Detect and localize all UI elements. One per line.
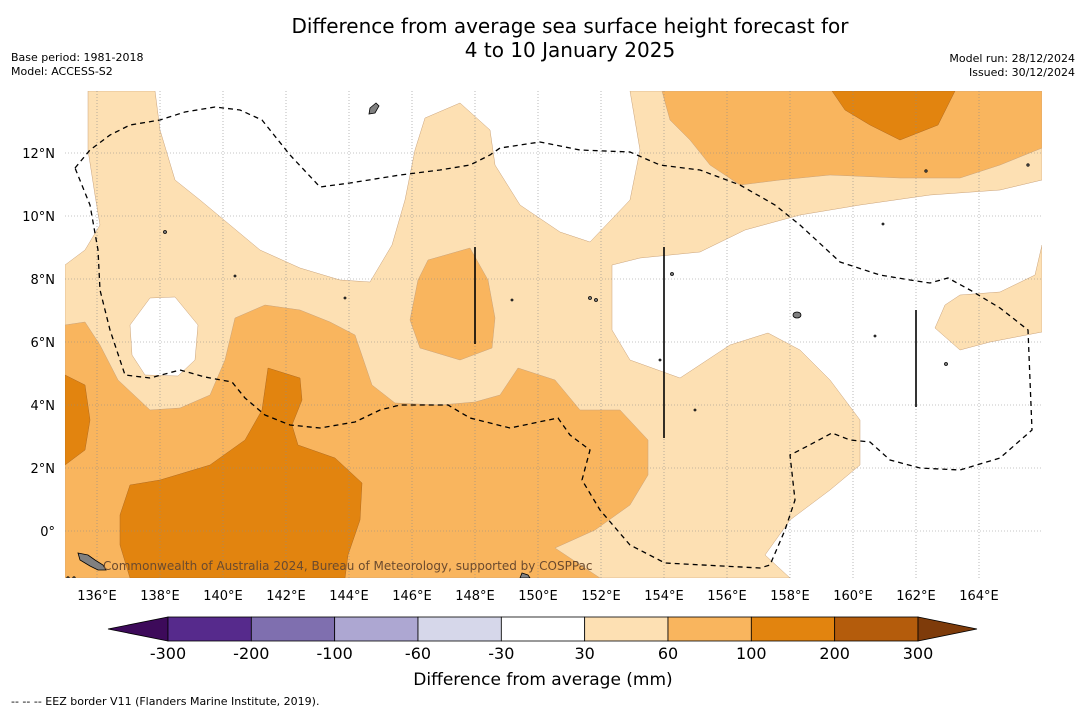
lon-label: 142°E bbox=[266, 589, 306, 604]
lon-label: 160°E bbox=[833, 589, 873, 604]
base-period: Base period: 1981-2018 bbox=[11, 51, 144, 64]
colorbar-bin bbox=[167, 616, 252, 642]
contour-30-60-east bbox=[934, 244, 1042, 351]
model-name: Model: ACCESS-S2 bbox=[11, 65, 113, 78]
lat-labels: 12°N 10°N 8°N 6°N 4°N 2°N 0° bbox=[22, 147, 55, 540]
lat-label: 10°N bbox=[22, 210, 55, 225]
vertical-markers bbox=[474, 247, 917, 438]
lon-label: 136°E bbox=[77, 589, 117, 604]
island-pohnpei bbox=[792, 311, 802, 319]
lon-label: 146°E bbox=[392, 589, 432, 604]
colorbar-tick-label: 200 bbox=[819, 644, 850, 663]
island-guam bbox=[368, 102, 380, 115]
colorbar-bin bbox=[417, 616, 502, 642]
gridlines bbox=[65, 91, 1042, 578]
colorbar-tick-label: -100 bbox=[317, 644, 353, 663]
contour-60-100-center bbox=[409, 247, 496, 361]
colorbar-tick-label: -300 bbox=[150, 644, 186, 663]
lon-label: 140°E bbox=[203, 589, 243, 604]
lat-label: 12°N bbox=[22, 147, 55, 162]
island-bougainville bbox=[519, 572, 531, 578]
title-line-1: Difference from average sea surface heig… bbox=[291, 14, 849, 38]
colorbar-tick-labels: -300 -200 -100 -60 -30 30 60 100 200 300 bbox=[150, 644, 933, 663]
colorbar-bin bbox=[834, 616, 919, 642]
colorbar-bin bbox=[667, 616, 752, 642]
lon-label: 154°E bbox=[644, 589, 684, 604]
lon-labels: 136°E 138°E 140°E 142°E 144°E 146°E 148°… bbox=[77, 589, 999, 604]
colorbar-bin bbox=[334, 616, 419, 642]
colorbar bbox=[107, 616, 978, 642]
copyright-text: Commonwealth of Australia 2024, Bureau o… bbox=[103, 559, 593, 573]
colorbar-bin bbox=[500, 616, 586, 642]
map-title: Difference from average sea surface heig… bbox=[0, 14, 1085, 62]
lon-label: 152°E bbox=[581, 589, 621, 604]
lon-label: 158°E bbox=[770, 589, 810, 604]
lon-label: 150°E bbox=[518, 589, 558, 604]
eez-footnote: -- -- -- EEZ border V11 (Flanders Marine… bbox=[11, 695, 320, 708]
lat-label: 4°N bbox=[31, 399, 56, 414]
lon-label: 138°E bbox=[140, 589, 180, 604]
contour-60-100-north bbox=[661, 91, 1042, 186]
colorbar-extend-high bbox=[917, 616, 978, 642]
lat-label: 6°N bbox=[31, 336, 56, 351]
lon-label: 156°E bbox=[707, 589, 747, 604]
issued-date: Issued: 30/12/2024 bbox=[968, 66, 1075, 79]
meta-right: Model run: 28/12/2024 Issued: 30/12/2024 bbox=[949, 52, 1075, 80]
map-area bbox=[65, 91, 1042, 578]
lon-label: 164°E bbox=[959, 589, 999, 604]
lon-label: 148°E bbox=[455, 589, 495, 604]
colorbar-tick-label: 300 bbox=[903, 644, 934, 663]
contour-100-200-north bbox=[831, 91, 956, 141]
colorbar-label: Difference from average (mm) bbox=[413, 670, 672, 690]
lat-label: 8°N bbox=[31, 273, 56, 288]
contour-below-30-west bbox=[129, 296, 199, 377]
colorbar-tick-label: 30 bbox=[574, 644, 594, 663]
model-run: Model run: 28/12/2024 bbox=[949, 52, 1075, 65]
colorbar-tick-label: -200 bbox=[233, 644, 269, 663]
island-solomon bbox=[77, 552, 107, 571]
colorbar-tick-label: 60 bbox=[658, 644, 678, 663]
lon-label: 144°E bbox=[329, 589, 369, 604]
colorbar-extend-low bbox=[107, 616, 169, 642]
islands bbox=[66, 102, 1030, 578]
contour-100-200-west bbox=[65, 374, 91, 466]
lon-label: 162°E bbox=[896, 589, 936, 604]
colorbar-bin bbox=[750, 616, 836, 642]
colorbar-bin bbox=[250, 616, 336, 642]
colorbar-tick-label: 100 bbox=[736, 644, 767, 663]
lat-label: 0° bbox=[40, 525, 55, 540]
meta-left: Base period: 1981-2018 Model: ACCESS-S2 bbox=[11, 51, 143, 79]
colorbar-tick-label: -30 bbox=[488, 644, 514, 663]
colorbar-bin bbox=[584, 616, 669, 642]
lat-label: 2°N bbox=[31, 462, 56, 477]
colorbar-tick-label: -60 bbox=[405, 644, 431, 663]
title-line-2: 4 to 10 January 2025 bbox=[464, 38, 676, 62]
